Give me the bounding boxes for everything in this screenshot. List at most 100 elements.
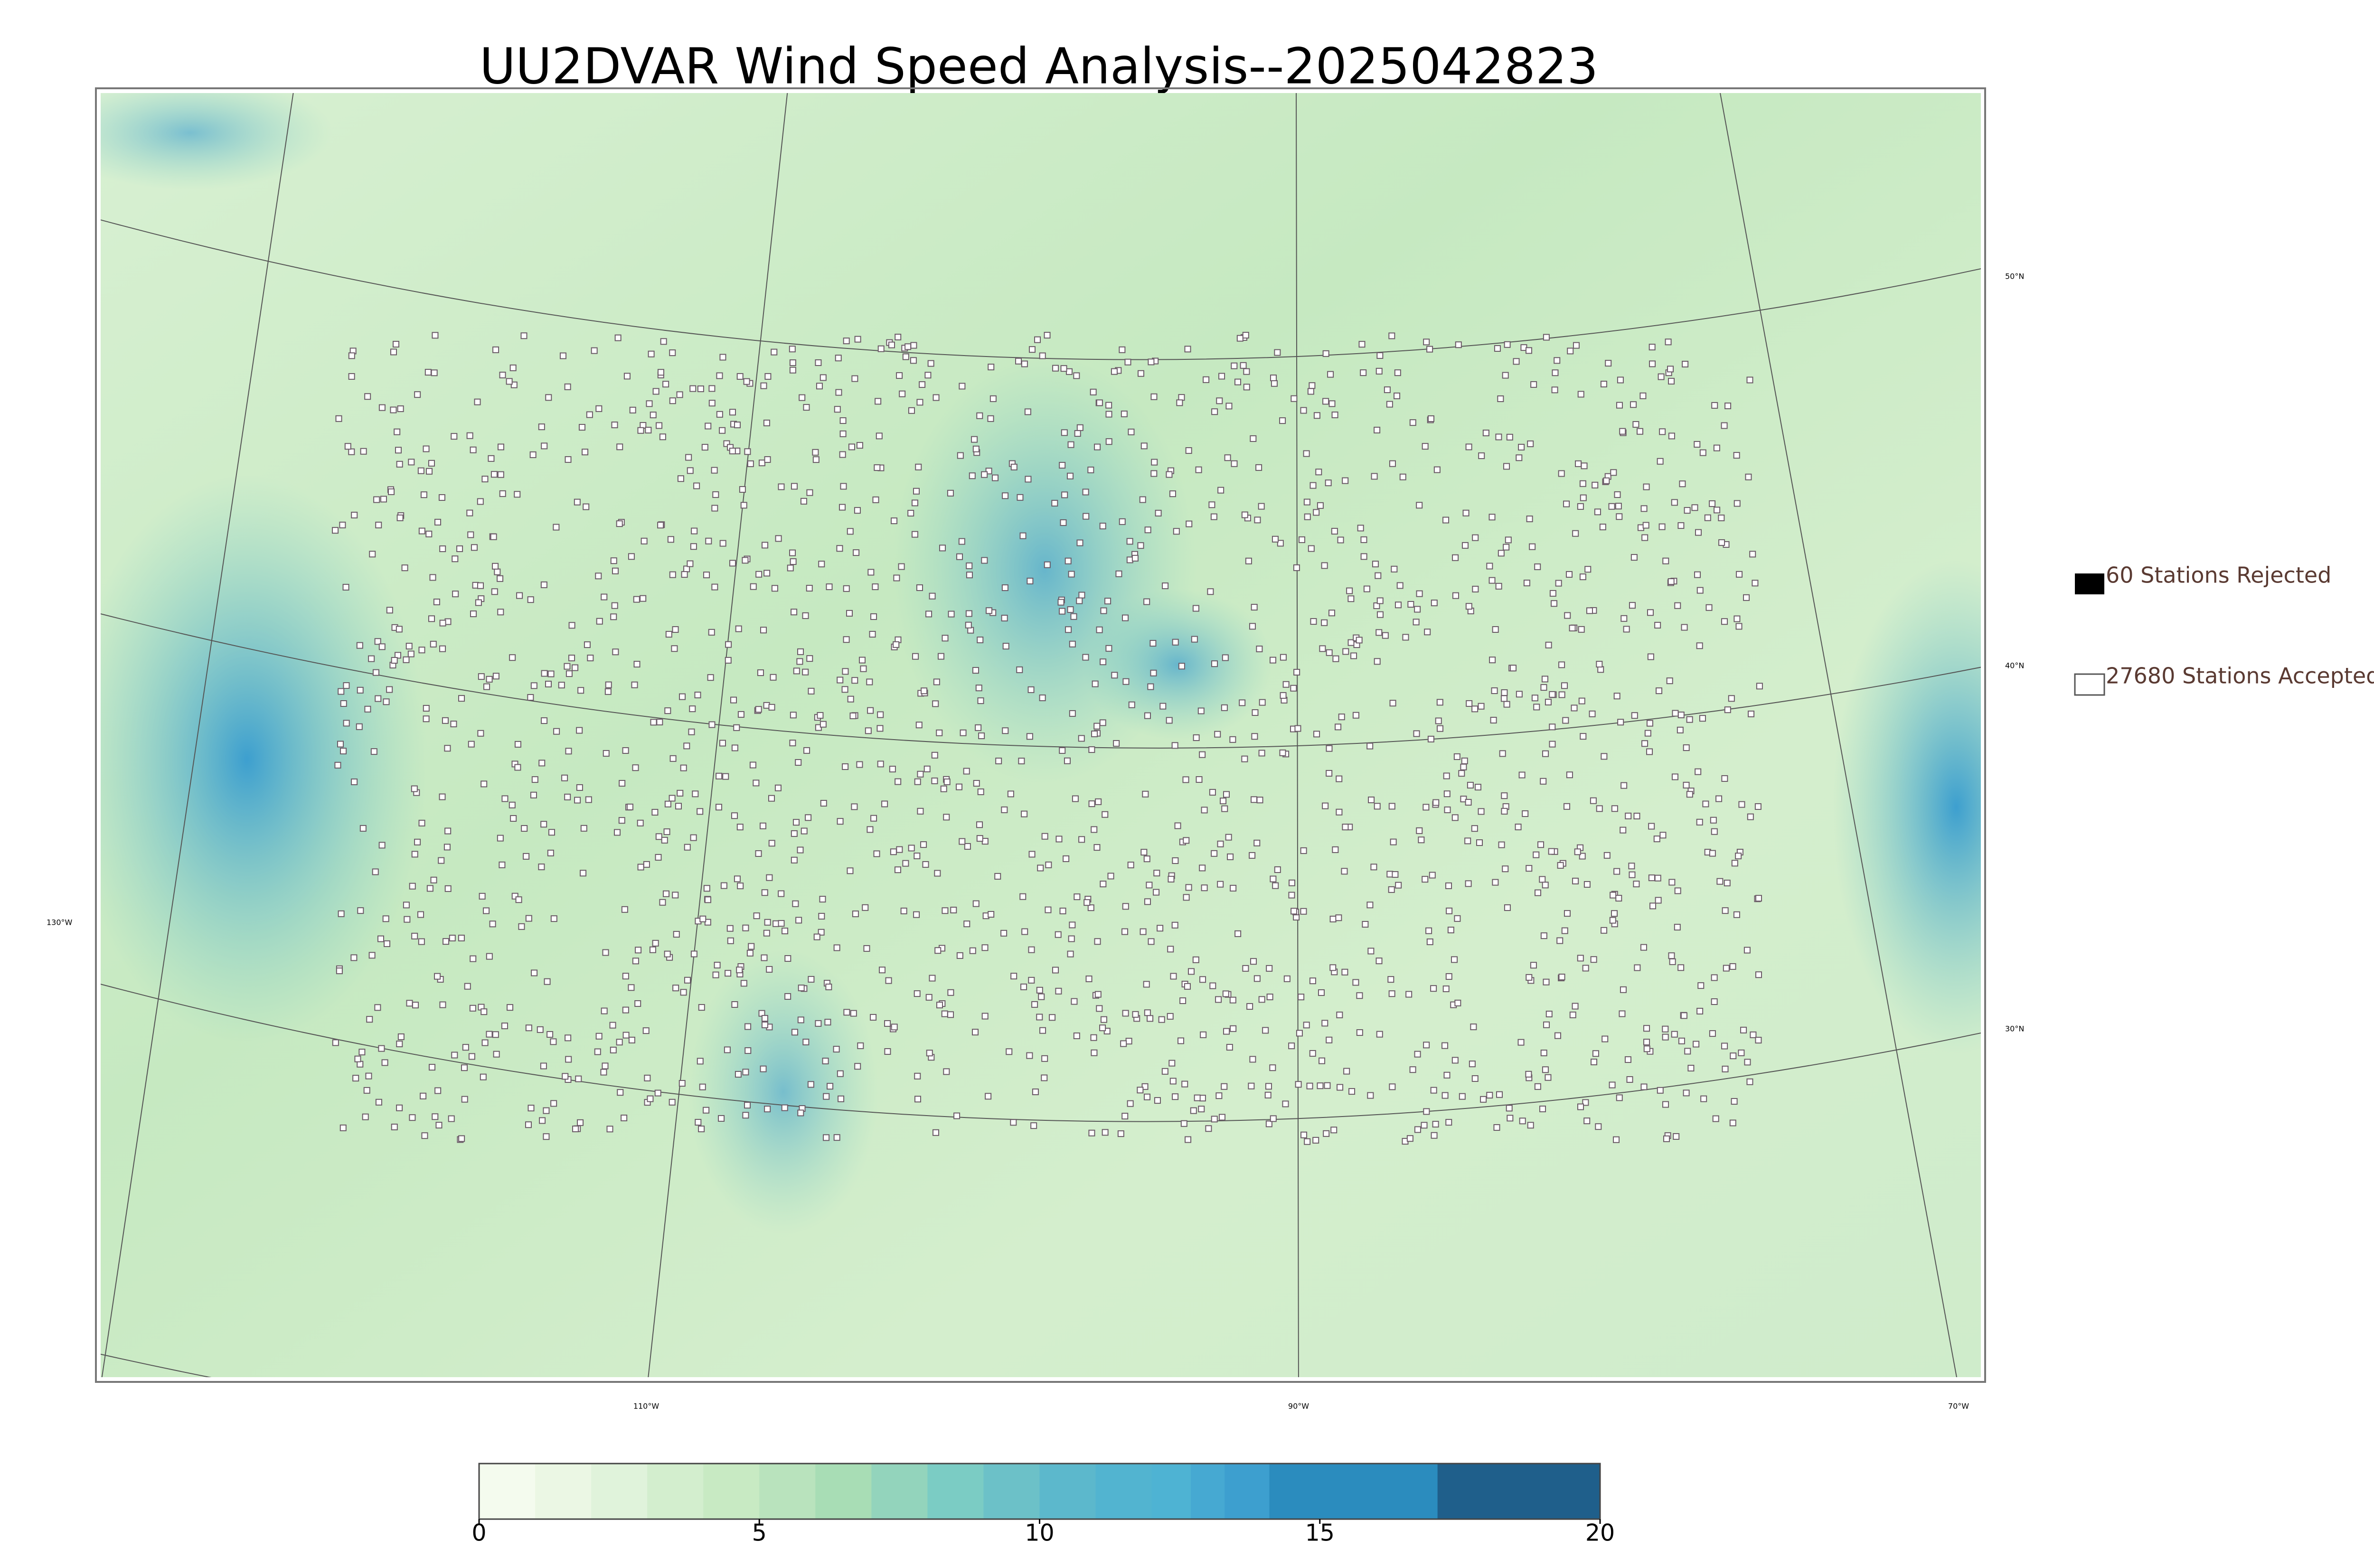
station <box>362 1113 369 1120</box>
station <box>1455 341 1462 348</box>
station <box>1465 443 1472 451</box>
station <box>1620 986 1627 993</box>
station <box>1674 602 1681 609</box>
station <box>1543 1021 1550 1028</box>
station <box>1227 853 1234 860</box>
station <box>1282 1100 1289 1108</box>
station <box>885 977 892 984</box>
station <box>1530 962 1537 969</box>
station <box>1465 880 1472 887</box>
station <box>1695 768 1702 775</box>
station <box>1288 1042 1295 1050</box>
station <box>439 645 446 652</box>
station <box>1313 412 1320 419</box>
station <box>449 934 456 941</box>
station <box>1462 509 1470 516</box>
station <box>838 504 846 511</box>
station <box>1052 967 1059 974</box>
station <box>916 584 923 591</box>
station <box>1249 623 1256 630</box>
station <box>1087 904 1094 911</box>
station <box>1328 400 1336 407</box>
station <box>1318 989 1325 996</box>
station <box>1264 1091 1272 1099</box>
station <box>1549 741 1556 748</box>
station <box>1498 841 1505 848</box>
station <box>1111 672 1118 679</box>
station <box>654 1089 661 1097</box>
station <box>1542 1066 1549 1073</box>
station <box>932 700 939 707</box>
station <box>737 883 744 890</box>
station <box>839 417 847 424</box>
station <box>1367 1092 1374 1099</box>
station <box>468 741 475 748</box>
station <box>585 796 592 803</box>
station <box>458 695 465 702</box>
station <box>1168 1060 1176 1067</box>
station <box>404 916 411 923</box>
station <box>836 545 843 552</box>
station <box>475 599 482 606</box>
station <box>429 1064 436 1071</box>
station <box>1221 805 1228 812</box>
station <box>1563 500 1570 507</box>
station <box>1649 360 1656 367</box>
station <box>981 557 988 564</box>
station <box>813 933 820 940</box>
station <box>902 860 909 867</box>
station <box>1018 758 1025 765</box>
station <box>618 817 625 824</box>
station <box>1223 791 1230 798</box>
station <box>911 499 918 507</box>
station <box>1211 1116 1218 1123</box>
station <box>1153 889 1160 896</box>
colorbar-segment <box>1437 1464 1601 1519</box>
station <box>1168 875 1175 883</box>
station <box>565 1056 572 1063</box>
station <box>1087 466 1094 473</box>
station <box>391 657 398 664</box>
station <box>527 694 534 701</box>
station <box>1556 937 1564 944</box>
station <box>656 719 663 726</box>
station <box>1291 395 1298 402</box>
station <box>744 1102 751 1109</box>
station <box>439 793 446 800</box>
station <box>1140 928 1147 935</box>
station <box>1577 1103 1584 1110</box>
station <box>1317 1082 1324 1089</box>
station <box>876 432 883 440</box>
station <box>1499 750 1506 757</box>
station <box>1100 881 1107 888</box>
station <box>1542 882 1549 889</box>
station <box>1386 401 1393 408</box>
station <box>797 1016 804 1023</box>
station <box>922 861 929 868</box>
station <box>1458 770 1465 777</box>
station <box>1590 797 1597 804</box>
station <box>486 953 493 960</box>
station <box>1303 450 1310 457</box>
station <box>1424 629 1431 636</box>
station <box>486 1031 493 1038</box>
station <box>942 907 949 914</box>
station <box>1144 1009 1151 1016</box>
station <box>1001 806 1008 813</box>
station <box>716 372 723 379</box>
station <box>365 1072 372 1080</box>
station <box>793 667 800 675</box>
station <box>1111 368 1118 375</box>
station <box>1169 1078 1177 1085</box>
station <box>1076 424 1083 431</box>
station <box>558 682 565 689</box>
station <box>1445 973 1452 980</box>
station <box>582 449 589 456</box>
station <box>755 850 762 857</box>
station <box>660 338 667 345</box>
station <box>1663 1135 1670 1142</box>
station <box>1290 685 1297 692</box>
station <box>761 954 768 961</box>
station <box>806 585 813 592</box>
station <box>523 853 530 860</box>
